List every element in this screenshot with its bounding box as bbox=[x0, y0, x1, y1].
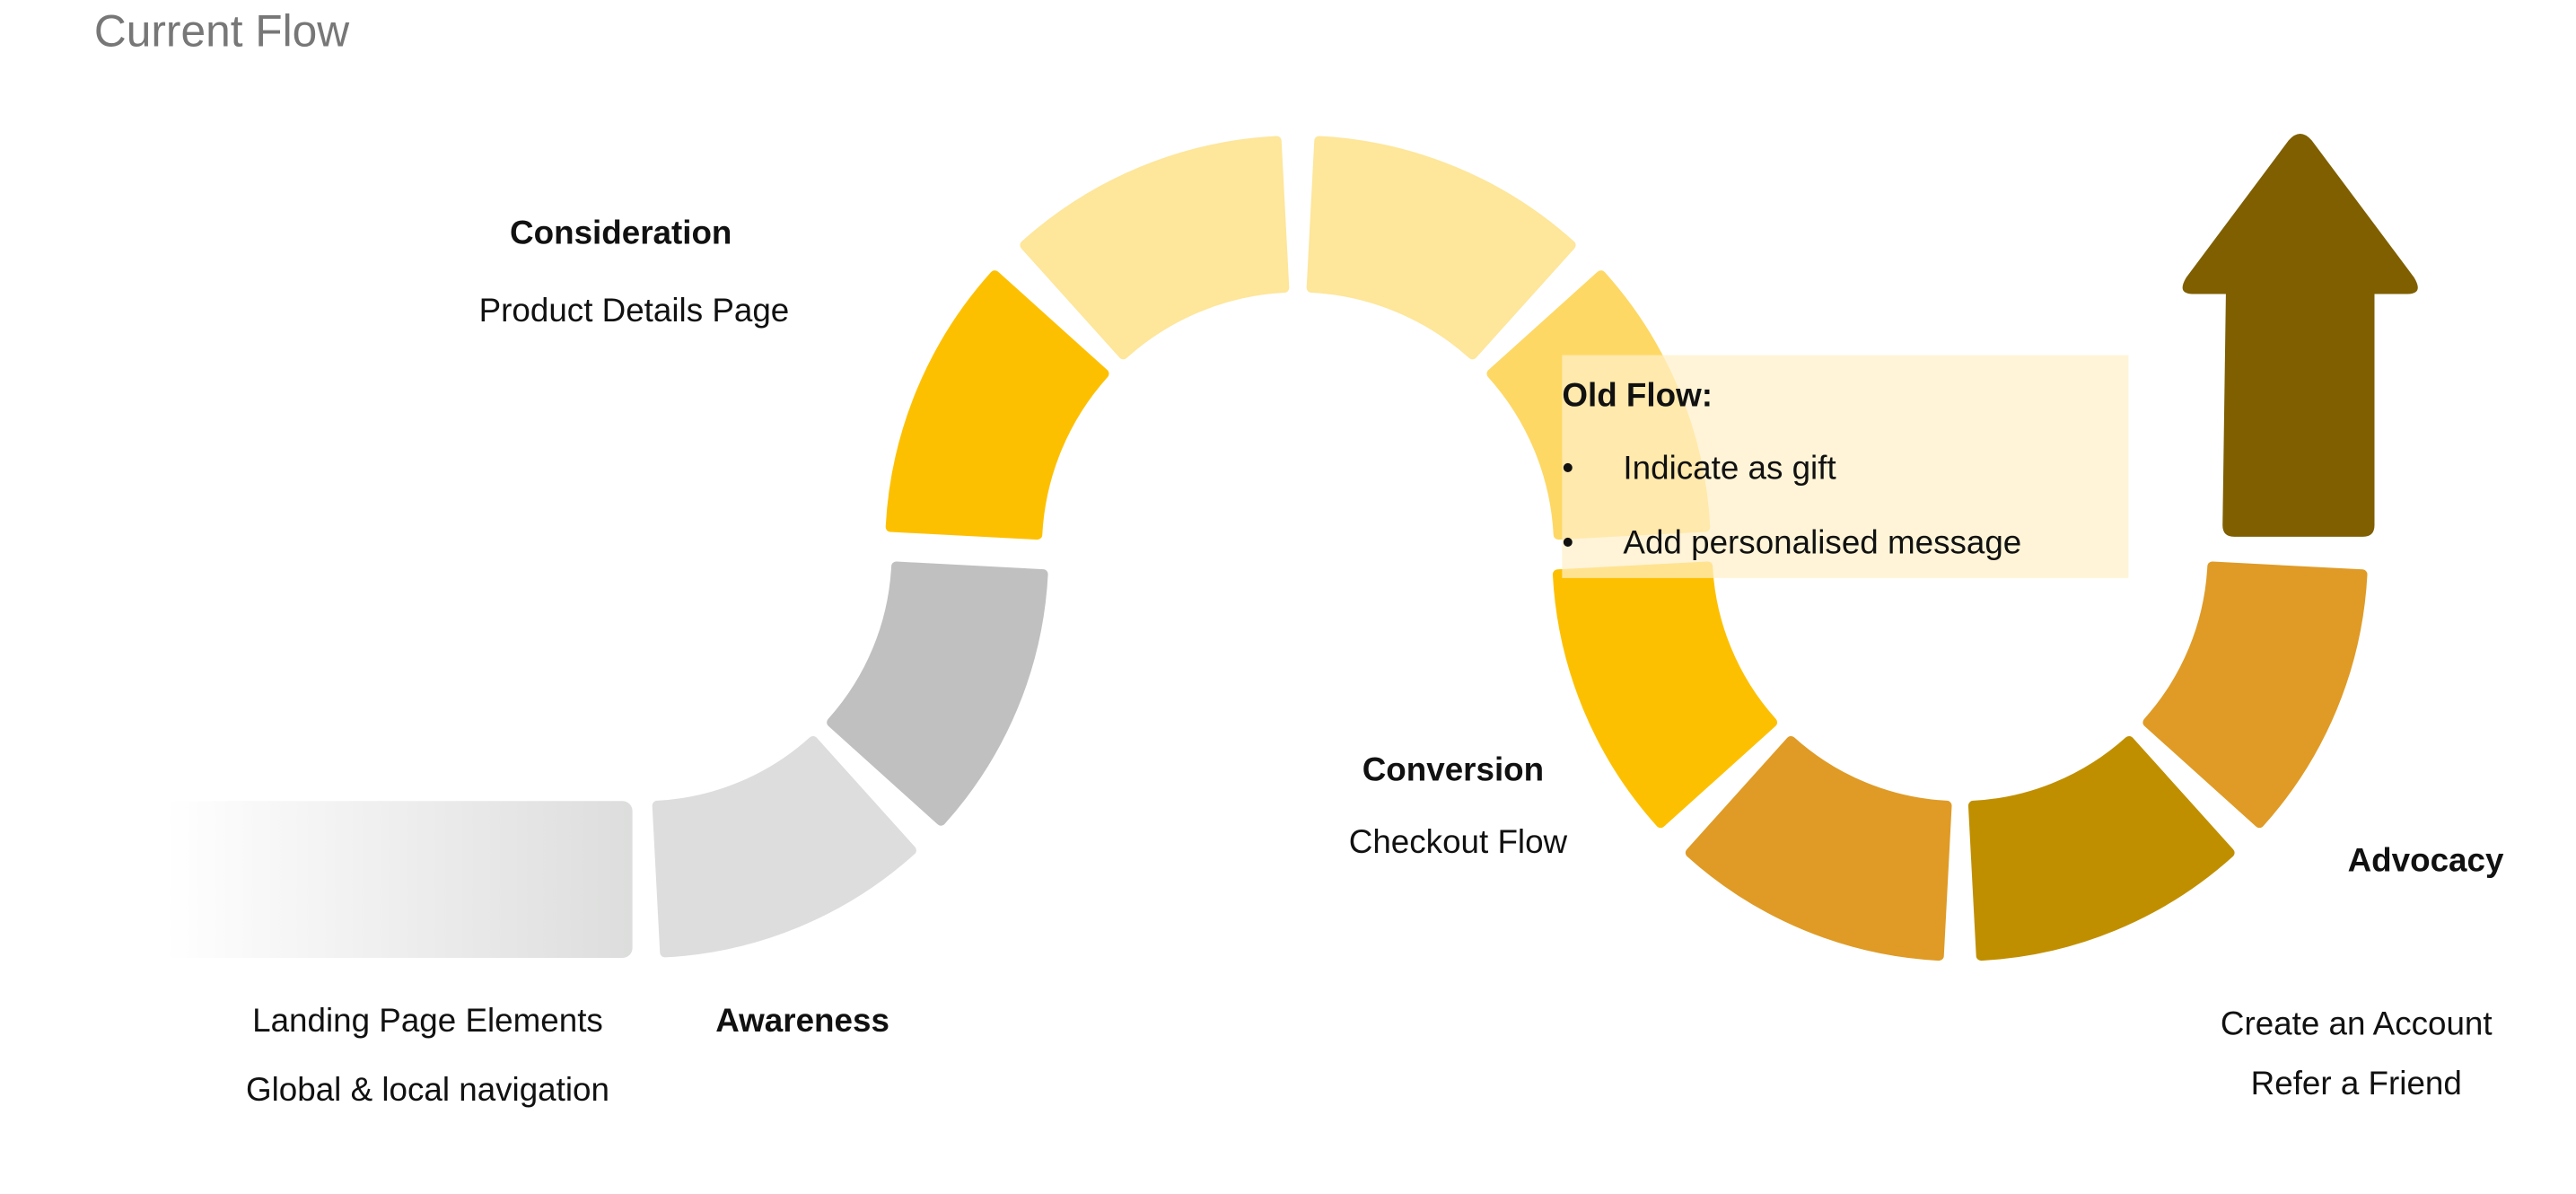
awareness-segment bbox=[827, 561, 1048, 826]
old-flow-note: Old Flow: • Indicate as gift • Add perso… bbox=[1562, 355, 2129, 578]
awareness-label: Awareness bbox=[715, 1003, 889, 1040]
conversion-segment bbox=[1685, 735, 1952, 961]
consideration-segment bbox=[885, 270, 1109, 540]
advocacy-item: Refer a Friend bbox=[2250, 1066, 2462, 1102]
note-item-text: Indicate as gift bbox=[1623, 451, 1836, 487]
entry-bar bbox=[164, 801, 633, 959]
conversion-item: Checkout Flow bbox=[1348, 824, 1568, 862]
consideration-item: Product Details Page bbox=[478, 293, 790, 330]
page-title: Current Flow bbox=[93, 6, 350, 57]
advocacy-segment bbox=[2142, 561, 2368, 829]
conversion-segment bbox=[1552, 561, 1778, 829]
consideration-segment bbox=[1306, 136, 1576, 360]
conversion-label: Conversion bbox=[1362, 751, 1545, 789]
advocacy-segment bbox=[1967, 735, 2235, 961]
advocacy-label: Advocacy bbox=[2347, 843, 2504, 880]
note-item-text: Add personalised message bbox=[1623, 525, 2022, 562]
bullet-icon: • bbox=[1562, 451, 1574, 487]
consideration-label: Consideration bbox=[510, 215, 732, 252]
bullet-icon: • bbox=[1562, 525, 1574, 562]
awareness-segment bbox=[652, 735, 916, 958]
awareness-item: Landing Page Elements bbox=[252, 1003, 603, 1040]
note-heading: Old Flow: bbox=[1562, 378, 1713, 415]
consideration-segment bbox=[1020, 136, 1290, 360]
advocacy-item: Create an Account bbox=[2220, 1006, 2493, 1043]
awareness-item: Global & local navigation bbox=[245, 1072, 609, 1110]
arrow-up-icon bbox=[2182, 134, 2418, 537]
